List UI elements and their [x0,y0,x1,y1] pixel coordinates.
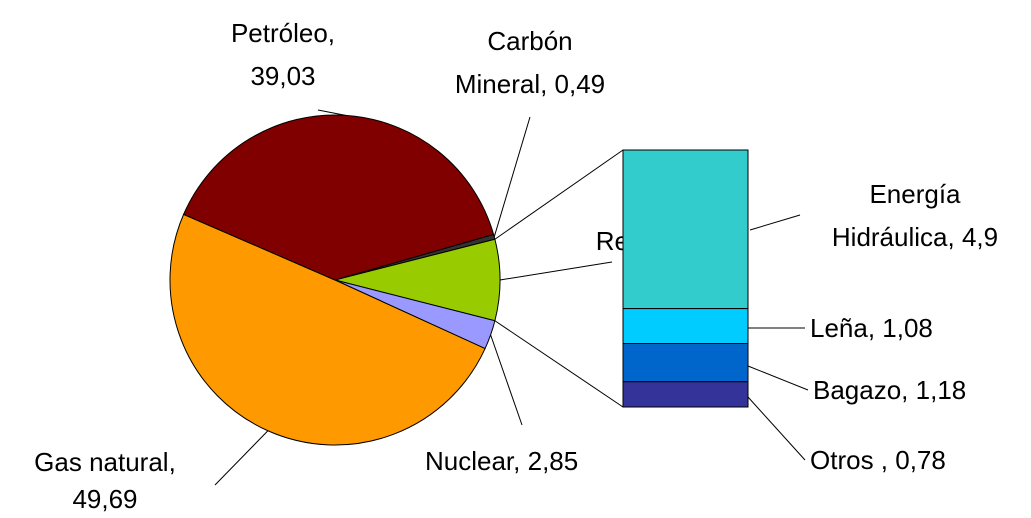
connector-line [494,149,624,240]
leader-line [499,261,613,281]
pie-slice [169,213,486,446]
bar-segment [622,381,749,408]
pie-slice [182,114,495,281]
leader-line [490,334,523,426]
data-label: Leña, 1,08 [810,313,933,343]
leader-line [747,365,809,391]
data-label: Gas natural, 49,69 [34,447,176,514]
data-label: Bagazo, 1,18 [813,375,966,405]
data-label: Otros , 0,78 [810,445,946,475]
data-label: Carbón Mineral, 0,49 [455,26,605,99]
bar-segment [622,308,749,345]
data-label: Nuclear, 2,85 [425,446,578,476]
data-label: Energía Hidráulica, 4,9 [832,179,998,252]
leader-line [749,214,801,231]
leader-line [317,109,346,116]
leader-line [747,396,806,461]
data-label: Petróleo, 39,03 [231,18,335,91]
bar-segment [622,343,749,383]
leader-line [214,430,269,486]
bar-segment [622,149,749,310]
leader-line [493,116,531,237]
connector-line [494,320,624,408]
